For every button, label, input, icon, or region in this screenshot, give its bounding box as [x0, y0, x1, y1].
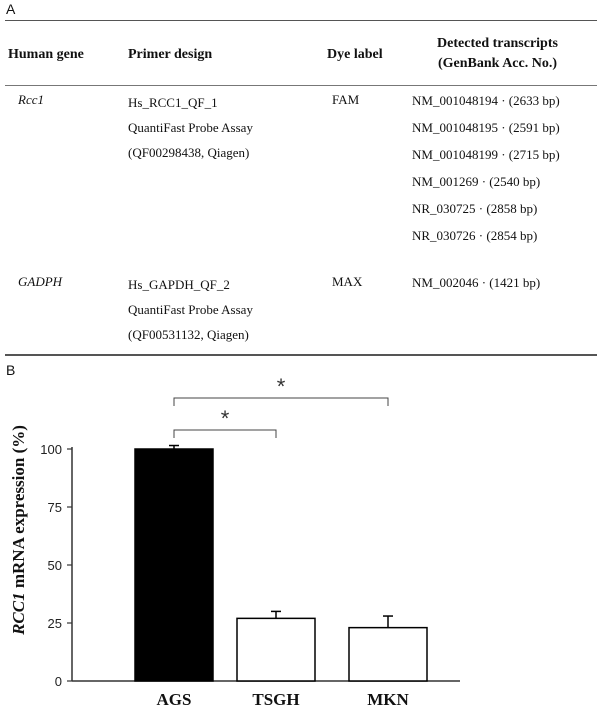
significance-bracket [173, 397, 389, 406]
transcript-item: NM_001048195 · (2591 bp) [412, 120, 560, 135]
header-human-gene: Human gene [8, 47, 84, 62]
transcript-item: NM_001048199 · (2715 bp) [412, 147, 560, 162]
gene-cell-rcc1: Rcc1 [18, 92, 44, 107]
bar-mkn [348, 626, 428, 682]
y-tick-label: 0 [55, 674, 62, 689]
dye-cell-rcc1: FAM [332, 92, 360, 107]
transcripts-cell-rcc1: NM_001048194 · (2633 bp) NM_001048195 · … [412, 90, 600, 252]
panel-b-label: B [6, 362, 16, 378]
dye-cell-gadph: MAX [332, 274, 363, 289]
x-category-label: TSGH [252, 690, 299, 709]
panel-a-label: A [6, 1, 16, 17]
bar-tsgh [236, 617, 316, 682]
transcript-item: NM_001269 · (2540 bp) [412, 174, 541, 189]
x-category-label: MKN [367, 690, 409, 709]
primer-line: (QF00298438, Qiagen) [128, 145, 250, 160]
primer-cell-gadph: Hs_GAPDH_QF_2 QuantiFast Probe Assay (QF… [128, 272, 328, 347]
y-tick-label: 100 [40, 442, 62, 457]
transcripts-cell-gadph: NM_002046 · (1421 bp) [412, 272, 600, 299]
gene-cell-gadph: GADPH [18, 274, 63, 289]
header-detected-line1: Detected transcripts [437, 36, 558, 51]
header-detected-line2: (GenBank Acc. No.) [438, 56, 557, 71]
header-primer-design: Primer design [128, 47, 213, 62]
table-header-rule [5, 85, 597, 86]
significance-bracket [173, 429, 277, 438]
table-top-rule [5, 20, 597, 21]
y-axis-label-gene: RCC1 [9, 592, 28, 636]
header-dye-label: Dye label [327, 47, 383, 62]
bar-ags [134, 448, 214, 682]
chart-bars: AGS TSGH MKN [134, 444, 428, 709]
y-axis-label-text: mRNA expression (%) [9, 425, 28, 592]
y-tick-label: 25 [48, 616, 62, 631]
primer-line: Hs_RCC1_QF_1 [128, 95, 218, 110]
table-bottom-rule [5, 354, 597, 356]
y-tick-label: 50 [48, 558, 62, 573]
transcript-item: NM_002046 · (1421 bp) [412, 275, 541, 290]
primer-cell-rcc1: Hs_RCC1_QF_1 QuantiFast Probe Assay (QF0… [128, 90, 328, 165]
primer-line: QuantiFast Probe Assay [128, 302, 253, 317]
primer-line: (QF00531132, Qiagen) [128, 327, 249, 342]
transcript-item: NR_030726 · (2854 bp) [412, 228, 538, 243]
header-detected-transcripts: Detected transcripts (GenBank Acc. No.) [410, 34, 585, 74]
transcript-item: NR_030725 · (2858 bp) [412, 201, 538, 216]
x-category-label: AGS [157, 690, 192, 709]
primer-line: QuantiFast Probe Assay [128, 120, 253, 135]
primer-line: Hs_GAPDH_QF_2 [128, 277, 230, 292]
y-tick-label: 75 [48, 500, 62, 515]
transcript-item: NM_001048194 · (2633 bp) [412, 93, 560, 108]
significance-brackets: ** [173, 374, 389, 438]
y-axis-label: RCC1 mRNA expression (%) [9, 425, 28, 636]
significance-star: * [221, 406, 230, 431]
significance-star: * [277, 374, 286, 399]
